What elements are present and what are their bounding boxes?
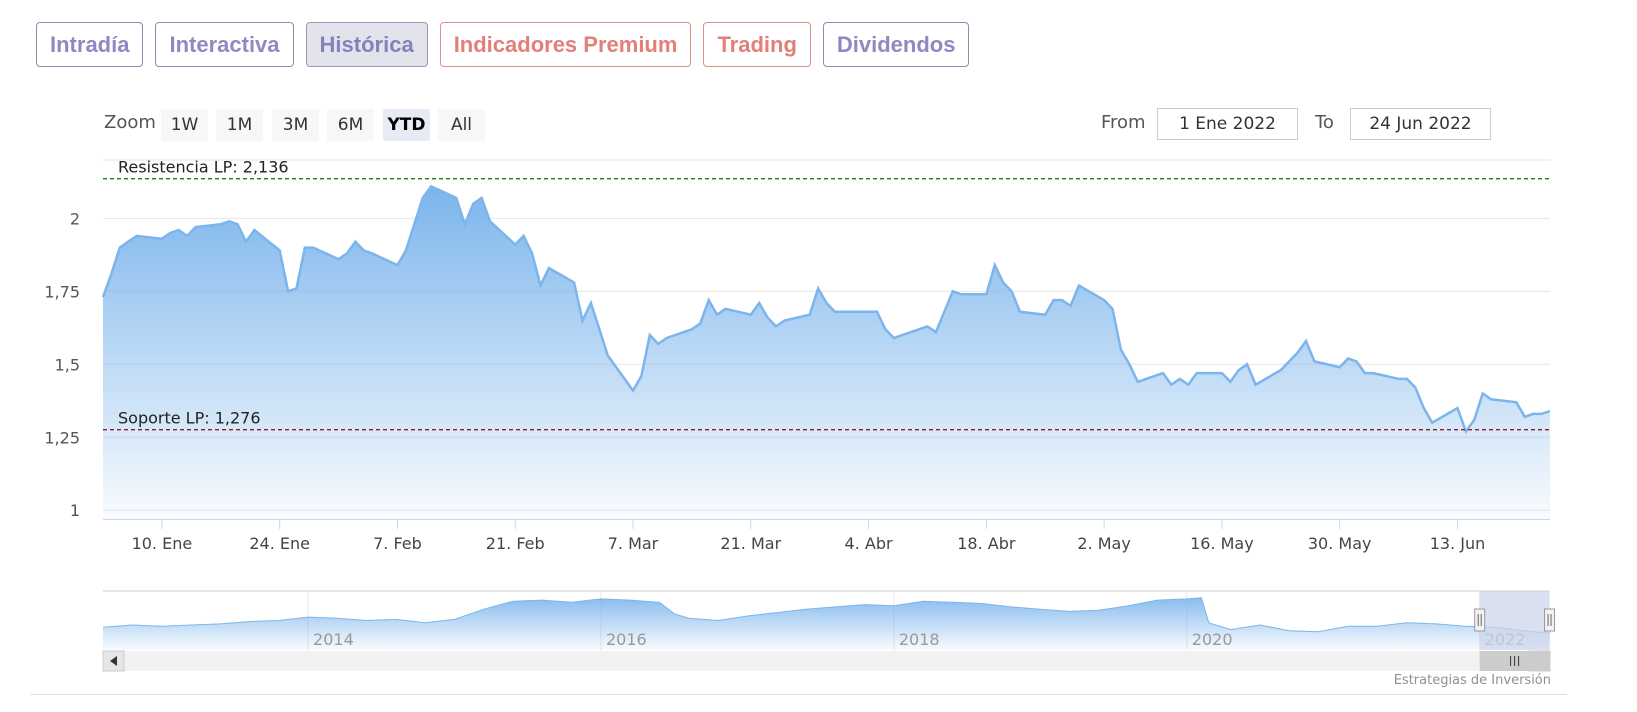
y-tick-label: 1,5 <box>55 355 80 374</box>
tab-trading[interactable]: Trading <box>703 22 811 67</box>
navigator-line <box>102 597 1551 634</box>
x-tick-label: 18. Abr <box>957 534 1016 553</box>
x-tick-label: 21. Feb <box>486 534 545 553</box>
tab-intradia[interactable]: Intradía <box>36 22 144 67</box>
navigator-x-label: 2016 <box>606 630 647 649</box>
navigator-x-label: 2018 <box>899 630 940 649</box>
zoom-all-button[interactable]: All <box>438 109 485 141</box>
tab-dividendos[interactable]: Dividendos <box>822 22 970 67</box>
navigator-selection-mask <box>1479 591 1550 650</box>
support-line-label: Soporte LP: 1,276 <box>118 409 261 428</box>
zoom-1m-button[interactable]: 1M <box>216 109 263 141</box>
x-tick-label: 2. May <box>1077 534 1130 553</box>
scrollbar[interactable] <box>30 650 1567 695</box>
scrollbar-left-button[interactable] <box>102 650 125 672</box>
range-from-input[interactable] <box>1157 108 1298 140</box>
x-tick-label: 13. Jun <box>1430 534 1486 553</box>
range-from-label: From <box>1101 112 1146 133</box>
zoom-6m-button[interactable]: 6M <box>327 109 374 141</box>
x-tick-label: 21. Mar <box>720 534 781 553</box>
navigator-handle-right[interactable] <box>1544 608 1556 632</box>
navigator[interactable]: 20142016201820202022 <box>102 590 1556 650</box>
navigator-x-label: 2014 <box>313 630 354 649</box>
price-series <box>101 184 1551 520</box>
y-tick-label: 1,75 <box>44 282 80 301</box>
navigator-handle-left[interactable] <box>1474 608 1486 632</box>
handle-body <box>1474 608 1486 632</box>
chart-credits: Estrategias de Inversión <box>1393 673 1551 688</box>
price-line <box>101 184 1551 435</box>
navigator-area-fill <box>103 597 1550 650</box>
chevron-left-icon <box>110 656 117 666</box>
y-tick-label: 2 <box>70 209 80 228</box>
x-tick-label: 7. Mar <box>608 534 659 553</box>
axes: 1 1,25 1,5 1,75 2 10. Ene 24. Ene 7. Feb 21. Feb… <box>44 209 1550 553</box>
x-tick-label: 16. May <box>1190 534 1254 553</box>
resistance-line-label: Resistencia LP: 2,136 <box>118 158 289 177</box>
zoom-3m-button[interactable]: 3M <box>272 109 319 141</box>
plot-lines: Resistencia LP: 2,136 Soporte LP: 1,276 <box>103 158 1550 431</box>
tab-indicadores-premium[interactable]: Indicadores Premium <box>439 22 692 67</box>
chart-tabs: Intradía Interactiva Histórica Indicador… <box>36 22 981 67</box>
zoom-label: Zoom <box>104 112 156 133</box>
scrollbar-track <box>103 651 1550 671</box>
x-tick-label: 10. Ene <box>132 534 193 553</box>
range-to-label: To <box>1315 112 1334 133</box>
tab-historica[interactable]: Histórica <box>305 22 428 67</box>
scrollbar-thumb[interactable] <box>1479 651 1550 671</box>
y-tick-label: 1 <box>70 501 80 520</box>
price-area-fill <box>103 186 1550 520</box>
handle-body <box>1544 608 1556 632</box>
zoom-ytd-button[interactable]: YTD <box>383 109 430 141</box>
x-tick-label: 24. Ene <box>249 534 310 553</box>
tab-interactiva[interactable]: Interactiva <box>155 22 294 67</box>
y-tick-label: 1,25 <box>44 428 80 447</box>
zoom-1w-button[interactable]: 1W <box>161 109 208 141</box>
x-tick-label: 4. Abr <box>845 534 893 553</box>
x-tick-label: 7. Feb <box>373 534 422 553</box>
navigator-x-label: 2020 <box>1192 630 1233 649</box>
x-tick-label: 30. May <box>1308 534 1372 553</box>
range-to-input[interactable] <box>1350 108 1491 140</box>
